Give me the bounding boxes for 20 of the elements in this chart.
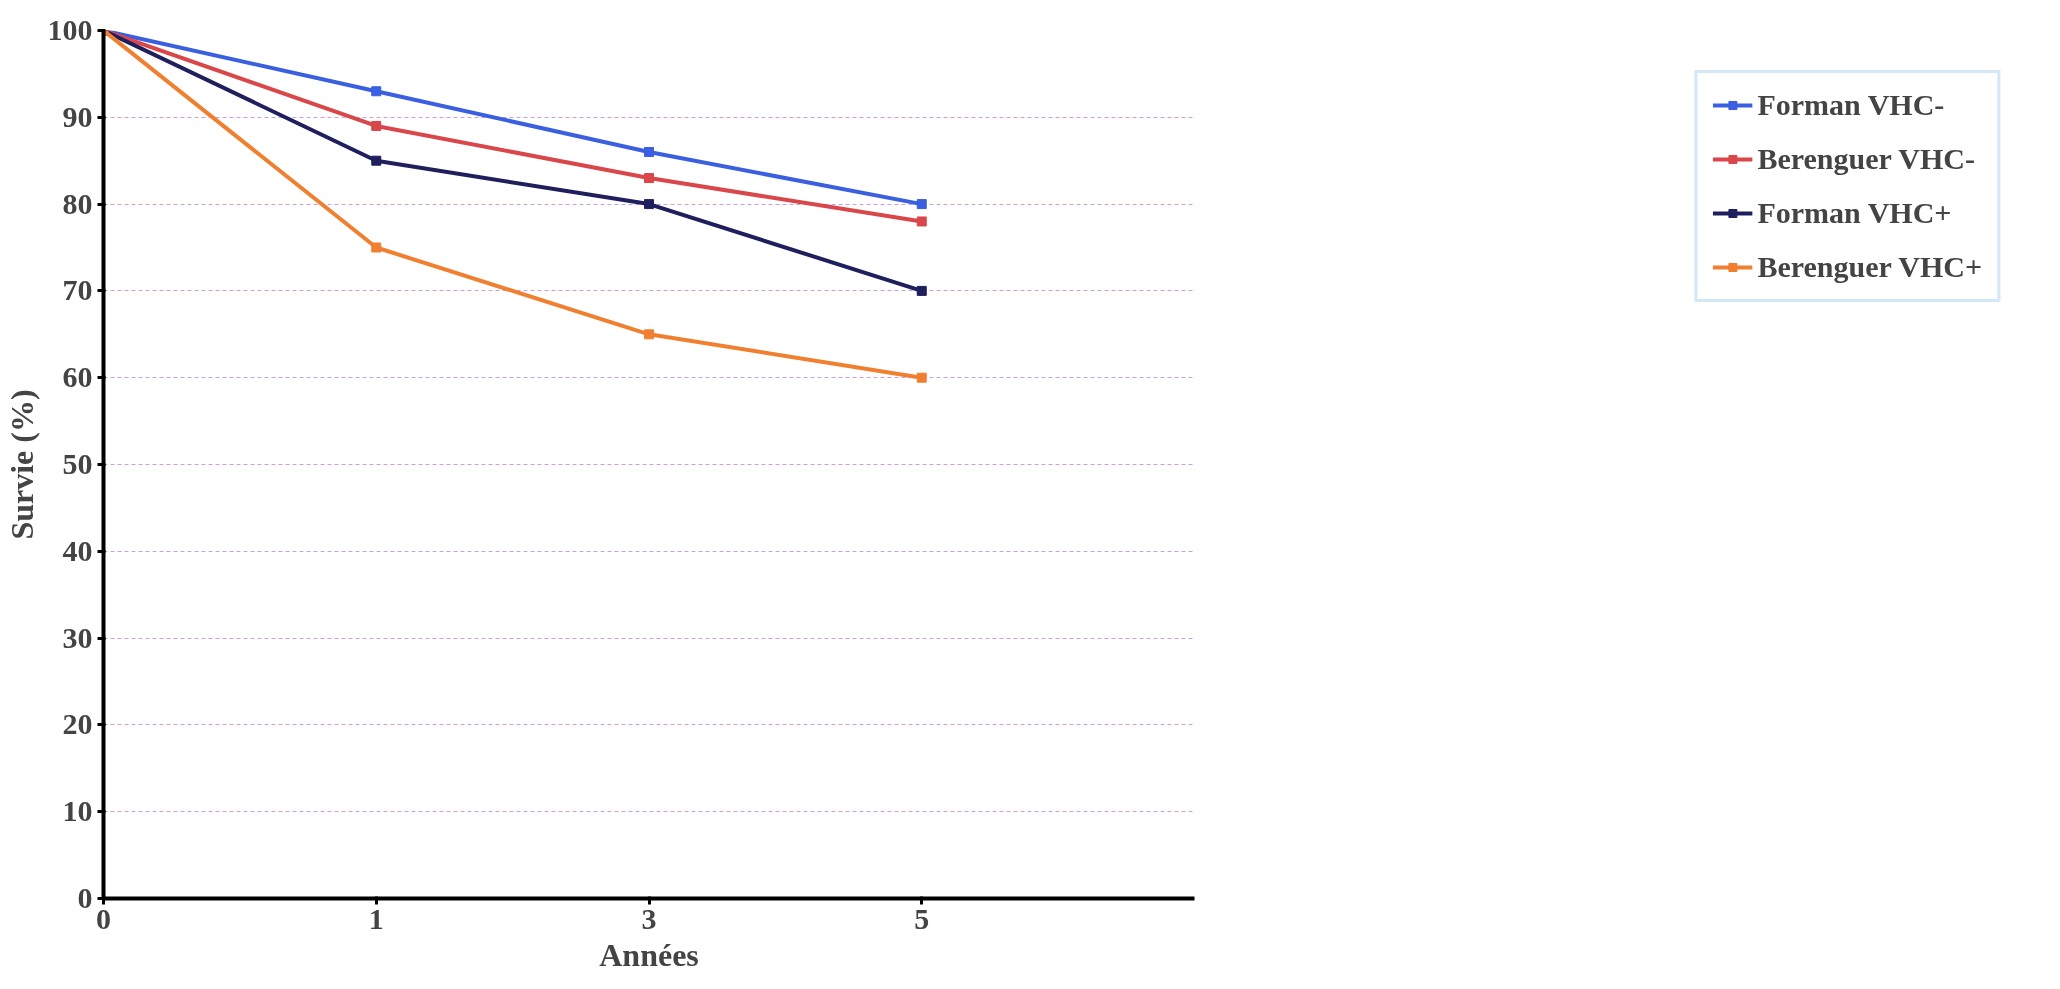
x-tick-label: 3 xyxy=(641,901,657,935)
x-tick-label: 5 xyxy=(914,901,930,935)
y-axis-title: Survie (%) xyxy=(3,389,40,540)
y-tick-label: 40 xyxy=(62,533,93,567)
x-tick-label: 1 xyxy=(368,901,384,935)
legend-label: Berenguer VHC+ xyxy=(1757,250,1982,284)
y-tick-label: 60 xyxy=(62,360,93,394)
y-tick-label: 30 xyxy=(62,620,93,654)
y-tick-label: 0 xyxy=(77,881,93,914)
legend-label: Forman VHC- xyxy=(1757,88,1945,122)
legend-label: Berenguer VHC- xyxy=(1757,142,1975,176)
y-tick-label: 90 xyxy=(62,99,93,133)
y-tick-label: 70 xyxy=(62,273,93,307)
y-tick-label: 20 xyxy=(62,707,93,741)
y-tick-label: 50 xyxy=(62,447,93,480)
legend-label: Forman VHC+ xyxy=(1757,196,1952,230)
x-axis-title: Années xyxy=(599,936,699,973)
y-tick-label: 100 xyxy=(47,13,93,46)
y-tick-label: 10 xyxy=(62,794,93,828)
y-tick-label: 80 xyxy=(62,186,93,220)
